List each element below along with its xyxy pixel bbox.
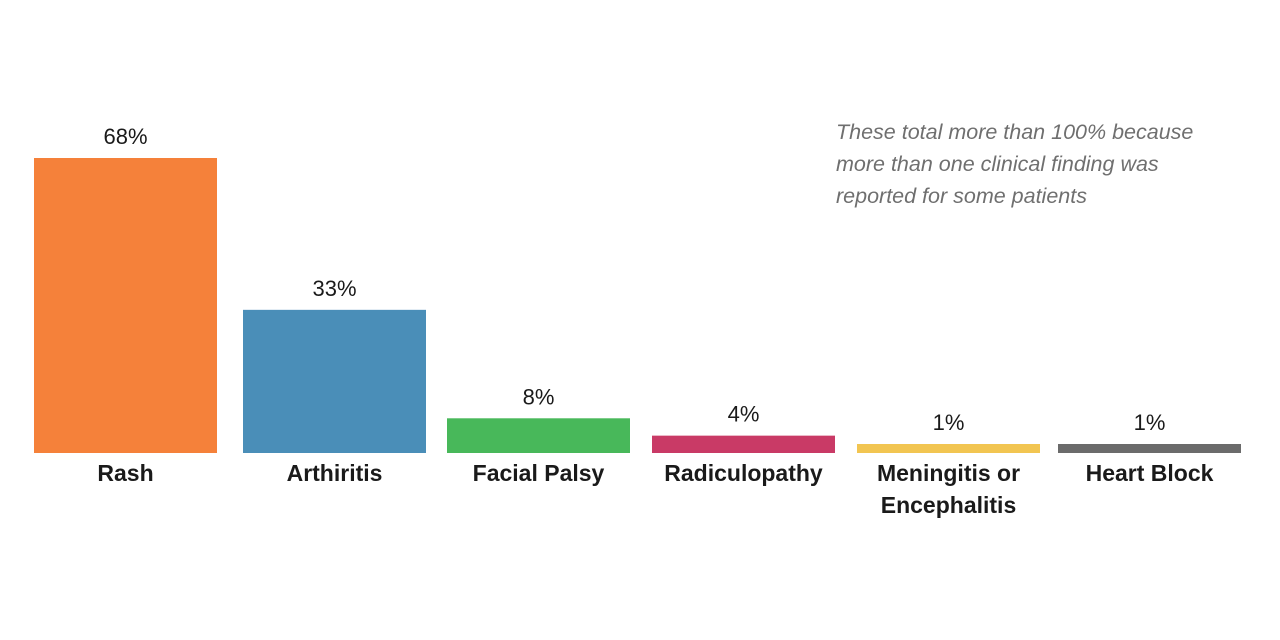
value-label: 4% [728, 402, 760, 427]
value-label: 8% [523, 384, 555, 409]
bar-rash [34, 158, 217, 453]
category-label: Facial Palsy [473, 460, 605, 486]
bar-facial-palsy [447, 418, 630, 453]
value-label: 1% [933, 410, 965, 435]
bar-radiculopathy [652, 435, 835, 453]
value-label: 68% [103, 124, 147, 149]
bar-arthiritis [243, 309, 426, 453]
category-label: Heart Block [1086, 460, 1214, 486]
category-label: Arthiritis [287, 460, 383, 486]
bar-heart-block [1058, 444, 1241, 453]
bar-meningitis-or-encephalitis [857, 444, 1040, 453]
category-label: Radiculopathy [664, 460, 823, 486]
category-label: Encephalitis [881, 492, 1016, 518]
value-label: 33% [312, 276, 356, 301]
category-label: Meningitis or [877, 460, 1020, 486]
chart-annotation: These total more than 100% because more … [836, 120, 1194, 208]
value-label: 1% [1134, 410, 1166, 435]
category-label: Rash [97, 460, 153, 486]
